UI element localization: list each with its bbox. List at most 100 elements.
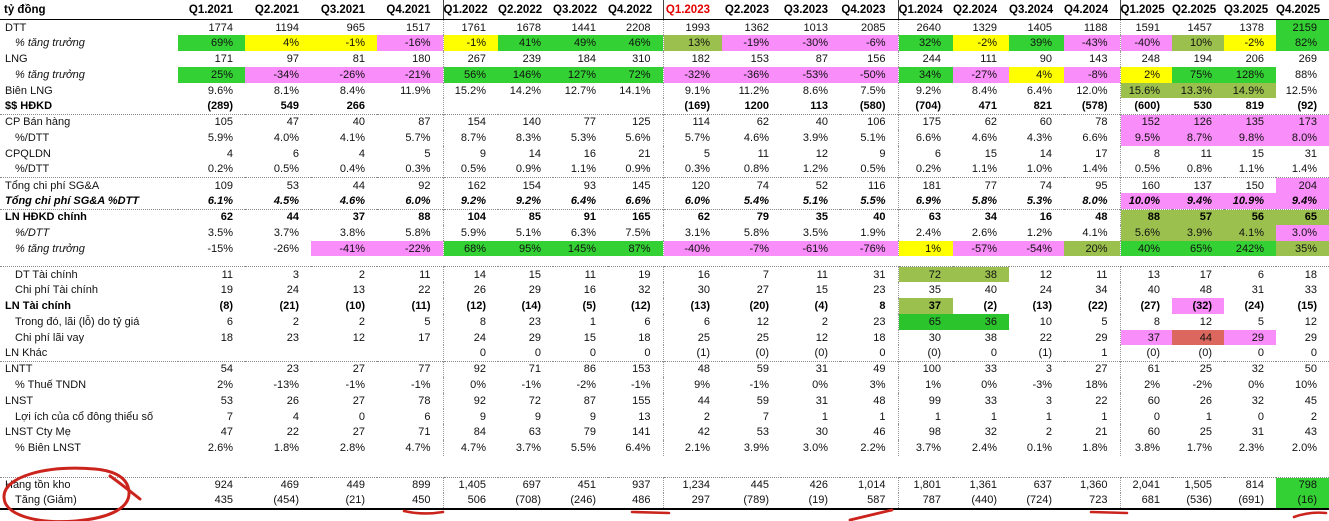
data-cell[interactable]: 46: [873, 426, 886, 439]
data-cell[interactable]: 8: [1119, 313, 1172, 330]
data-cell[interactable]: 19: [608, 265, 663, 283]
data-cell[interactable]: 549: [280, 100, 299, 113]
data-cell[interactable]: -54%: [1009, 240, 1064, 257]
row-label[interactable]: CPQLDN: [5, 147, 51, 160]
data-cell[interactable]: (12): [442, 298, 498, 314]
data-cell[interactable]: 8.0%: [1082, 194, 1108, 207]
data-cell[interactable]: 3.7%: [897, 440, 953, 457]
data-cell[interactable]: 97: [286, 52, 299, 65]
data-cell[interactable]: 5.8%: [743, 226, 769, 239]
data-cell[interactable]: 87: [815, 52, 828, 65]
data-cell[interactable]: 44: [311, 176, 377, 194]
data-cell[interactable]: 3.8%: [339, 226, 365, 239]
data-cell[interactable]: 155: [632, 394, 651, 407]
data-cell[interactable]: 25: [1172, 360, 1224, 378]
data-cell[interactable]: 141: [632, 426, 651, 439]
data-cell[interactable]: 116: [840, 176, 898, 194]
data-cell[interactable]: 62: [722, 113, 781, 131]
data-cell[interactable]: -53%: [781, 66, 840, 83]
row-label[interactable]: LNG: [5, 52, 28, 65]
data-cell[interactable]: 6.1%: [207, 194, 233, 207]
data-cell[interactable]: 32: [984, 426, 997, 439]
data-cell[interactable]: 30: [815, 426, 828, 439]
data-cell[interactable]: 8.4%: [339, 84, 365, 97]
data-cell[interactable]: [377, 98, 443, 114]
data-cell[interactable]: (169): [662, 98, 722, 115]
data-cell[interactable]: 4.6%: [743, 131, 769, 144]
data-cell[interactable]: 44: [1172, 329, 1224, 346]
data-cell[interactable]: 3.5%: [802, 226, 828, 239]
data-cell[interactable]: 637: [1009, 476, 1064, 493]
data-cell[interactable]: -1%: [442, 35, 498, 52]
data-cell[interactable]: 1.2%: [1026, 226, 1052, 239]
data-cell[interactable]: 0.8%: [1186, 163, 1212, 176]
row-label[interactable]: % tăng trưởng: [15, 242, 85, 255]
data-cell[interactable]: 2.8%: [339, 442, 365, 455]
data-cell[interactable]: 0: [442, 345, 498, 362]
data-cell[interactable]: 12: [1199, 315, 1212, 328]
data-cell[interactable]: 32: [638, 284, 651, 297]
data-cell[interactable]: 154: [442, 113, 498, 131]
data-cell[interactable]: -22%: [377, 240, 443, 257]
data-cell[interactable]: 0: [1310, 347, 1317, 360]
data-cell[interactable]: 9.2%: [515, 194, 541, 207]
data-cell[interactable]: 4%: [245, 35, 311, 52]
data-cell[interactable]: (578): [1081, 100, 1108, 113]
data-cell[interactable]: 1194: [275, 21, 299, 34]
data-cell[interactable]: 0.9%: [625, 163, 651, 176]
data-cell[interactable]: 62: [953, 113, 1009, 131]
data-cell[interactable]: 2.0%: [1291, 442, 1317, 455]
data-cell[interactable]: -40%: [662, 240, 722, 257]
data-cell[interactable]: 78: [418, 394, 431, 407]
data-cell[interactable]: 33: [984, 394, 997, 407]
data-cell[interactable]: 5.7%: [662, 130, 722, 146]
data-cell[interactable]: 8.1%: [273, 84, 299, 97]
column-header-q1-2025[interactable]: Q1.2025: [1119, 0, 1172, 20]
data-cell[interactable]: (246): [553, 492, 608, 510]
row-label[interactable]: %/DTT: [15, 226, 50, 239]
data-cell[interactable]: 5.6%: [1119, 224, 1172, 241]
data-cell[interactable]: 3: [1045, 394, 1052, 407]
column-header-q4-2022[interactable]: Q4.2022: [608, 0, 663, 20]
data-cell[interactable]: 3.5%: [207, 226, 233, 239]
data-cell[interactable]: 69%: [178, 35, 245, 52]
data-cell[interactable]: 92: [377, 176, 443, 194]
data-cell[interactable]: 13.3%: [1172, 82, 1224, 99]
data-cell[interactable]: 100: [897, 360, 953, 378]
data-cell[interactable]: 15: [815, 284, 828, 297]
row-label[interactable]: Tổng chi phí SG&A %DTT: [5, 194, 140, 207]
data-cell[interactable]: 8.4%: [971, 84, 997, 97]
data-cell[interactable]: 12: [756, 315, 769, 328]
data-cell[interactable]: [377, 345, 443, 361]
data-cell[interactable]: 787: [897, 492, 953, 510]
data-cell[interactable]: 32: [1224, 360, 1276, 378]
data-cell[interactable]: 22: [418, 284, 431, 297]
data-cell[interactable]: 6.0%: [405, 194, 431, 207]
data-cell[interactable]: 2: [311, 265, 377, 283]
data-cell[interactable]: 165: [608, 208, 663, 225]
data-cell[interactable]: 5.8%: [405, 226, 431, 239]
data-cell[interactable]: (14): [521, 299, 541, 312]
data-cell[interactable]: 9.2%: [897, 82, 953, 99]
data-cell[interactable]: 7: [722, 265, 781, 283]
data-cell[interactable]: 0%: [1248, 378, 1264, 391]
data-cell[interactable]: 0: [990, 347, 997, 360]
data-cell[interactable]: 21: [638, 147, 651, 160]
data-cell[interactable]: 0.4%: [339, 163, 365, 176]
data-cell[interactable]: 78: [1064, 113, 1120, 131]
data-cell[interactable]: 17: [1172, 265, 1224, 283]
data-cell[interactable]: 9: [442, 145, 498, 162]
data-cell[interactable]: 194: [1193, 52, 1212, 65]
data-cell[interactable]: 48: [1064, 208, 1120, 225]
data-cell[interactable]: 126: [1172, 113, 1224, 131]
data-cell[interactable]: 31: [815, 394, 828, 407]
unit-label-header[interactable]: tỷ đồng: [0, 0, 178, 20]
data-cell[interactable]: 242%: [1224, 240, 1276, 257]
data-cell[interactable]: 1: [897, 408, 953, 425]
data-cell[interactable]: 3.0%: [1276, 224, 1329, 241]
data-cell[interactable]: 11.9%: [400, 84, 431, 97]
data-cell[interactable]: (10): [345, 299, 365, 312]
data-cell[interactable]: -2%: [576, 378, 596, 391]
data-cell[interactable]: 3.7%: [273, 226, 299, 239]
data-cell[interactable]: (454): [245, 492, 311, 510]
